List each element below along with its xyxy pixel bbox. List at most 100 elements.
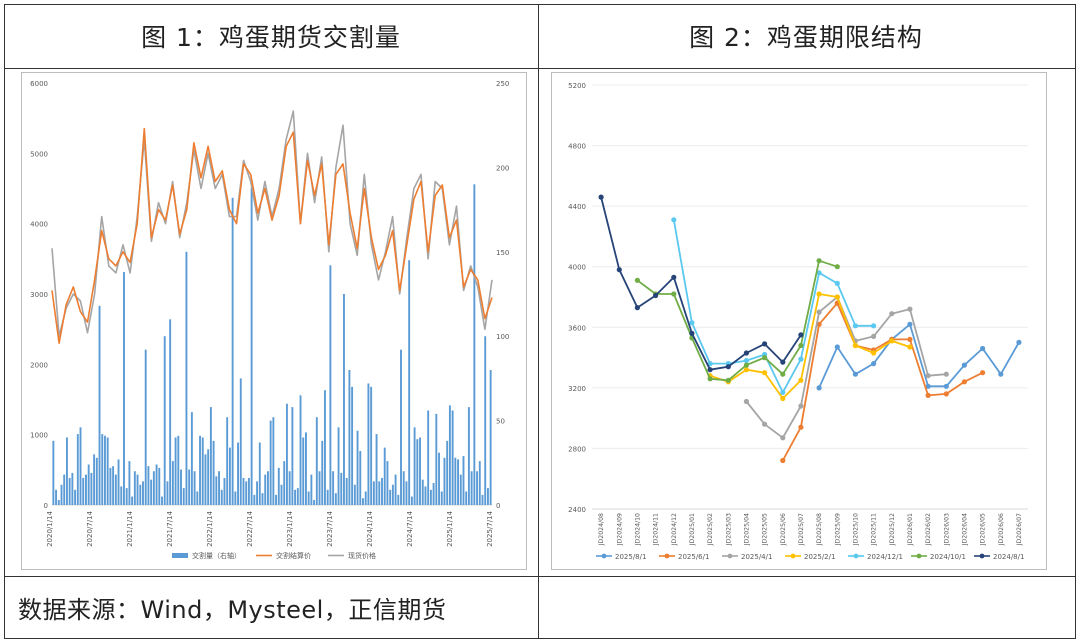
footer-divider: [4, 576, 1076, 577]
volume-bar: [228, 447, 231, 505]
legend-swatch-marker: [853, 553, 859, 559]
volume-bar: [432, 483, 435, 505]
left-y-tick-label: 2000: [30, 361, 48, 369]
volume-bar: [85, 474, 87, 505]
left-y-tick-label: 1000: [30, 432, 48, 440]
x-tick-label: 2020/1/14: [46, 510, 54, 546]
legend-label: 2024/10/1: [930, 553, 966, 561]
x-tick-label: JD2026/02: [925, 513, 932, 546]
volume-bar: [285, 403, 288, 505]
series-point: [707, 361, 713, 367]
volume-bar: [163, 336, 166, 505]
series-point: [671, 274, 677, 280]
x-tick-label: JD2026/06: [998, 513, 1005, 546]
x-tick-label: JD2024/10: [634, 513, 641, 546]
volume-bar: [429, 489, 432, 505]
volume-bar: [123, 272, 125, 505]
volume-bar: [443, 457, 446, 505]
series-point: [780, 457, 786, 464]
y-tick-label: 3600: [568, 324, 586, 332]
volume-bar: [190, 412, 193, 505]
volume-bar: [416, 439, 419, 505]
volume-bar: [155, 464, 158, 505]
volume-bar: [250, 187, 253, 505]
volume-bar: [144, 349, 147, 505]
y-tick-label: 2800: [568, 445, 586, 453]
series-point: [725, 364, 731, 370]
volume-bar: [112, 466, 115, 505]
volume-bar: [440, 491, 443, 505]
volume-bar: [199, 435, 201, 505]
left-y-tick-label: 6000: [30, 80, 48, 88]
volume-bar: [131, 496, 134, 505]
x-tick-label: 2021/1/14: [126, 510, 134, 546]
table-frame: [4, 4, 1076, 639]
volume-bar: [326, 489, 329, 505]
series-point: [780, 389, 786, 395]
volume-bar: [120, 486, 123, 505]
volume-bar: [348, 369, 351, 505]
right-y-tick-label: 100: [496, 333, 509, 341]
volume-bar: [201, 437, 204, 505]
volume-bar: [74, 489, 77, 505]
volume-bar: [193, 471, 196, 505]
series-point: [852, 342, 858, 349]
volume-bar: [142, 481, 144, 505]
volume-bar: [152, 471, 155, 505]
x-tick-label: 2023/7/14: [326, 510, 334, 546]
x-tick-label: JD2026/04: [961, 513, 968, 546]
x-tick-label: 2025/7/14: [486, 510, 494, 546]
volume-bar: [484, 336, 487, 505]
series-point: [634, 305, 640, 311]
left-y-tick-label: 0: [44, 502, 48, 510]
volume-bar: [353, 484, 356, 505]
series-point: [816, 291, 822, 297]
volume-bar: [419, 437, 421, 505]
x-tick-label: 2023/1/14: [286, 510, 294, 546]
legend-label: 现货价格: [348, 551, 376, 560]
series-point: [671, 291, 677, 297]
x-tick-label: JD2025/02: [707, 513, 714, 546]
series-point: [907, 336, 913, 342]
header-divider: [4, 68, 1076, 69]
series-point: [707, 367, 713, 373]
volume-bar: [397, 494, 400, 505]
volume-bar: [177, 435, 180, 505]
series-point: [689, 330, 695, 336]
volume-bar: [158, 467, 161, 505]
volume-bar: [345, 477, 348, 505]
volume-bar: [310, 474, 313, 505]
y-tick-label: 4000: [568, 264, 586, 272]
series-point: [834, 280, 840, 286]
volume-bar: [212, 440, 215, 505]
x-tick-label: 2022/1/14: [206, 510, 214, 546]
volume-bar: [467, 407, 470, 505]
series-point: [852, 371, 858, 377]
volume-bar: [334, 493, 337, 505]
volume-bar: [147, 466, 150, 505]
series-point: [889, 338, 895, 344]
series-point: [871, 323, 877, 329]
volume-bar: [280, 484, 283, 505]
volume-bar: [209, 407, 212, 505]
series-line: [782, 302, 984, 461]
series-point: [798, 377, 804, 383]
series-point: [762, 421, 768, 427]
series-point: [889, 311, 895, 317]
series-point: [1016, 339, 1022, 345]
x-tick-label: JD2026/05: [980, 513, 987, 546]
volume-bar: [220, 489, 223, 505]
volume-bar: [378, 481, 381, 505]
volume-bar: [321, 440, 324, 505]
left-chart-box: 0 1000 2000 3000 4000 5000 6000 0 50 100 150 200 250…: [21, 72, 527, 570]
legend-swatch-marker: [664, 553, 670, 559]
series-point: [980, 345, 986, 352]
volume-bar: [324, 390, 326, 505]
volume-bar: [318, 471, 321, 505]
x-tick-label: 2025/1/14: [446, 510, 454, 546]
left-y-tick-label: 4000: [30, 221, 48, 229]
column-divider: [538, 4, 539, 639]
legend-swatch-marker: [790, 553, 796, 559]
legend-label: 交割量（右轴）: [192, 551, 241, 560]
x-tick-label: JD2025/03: [725, 513, 732, 546]
